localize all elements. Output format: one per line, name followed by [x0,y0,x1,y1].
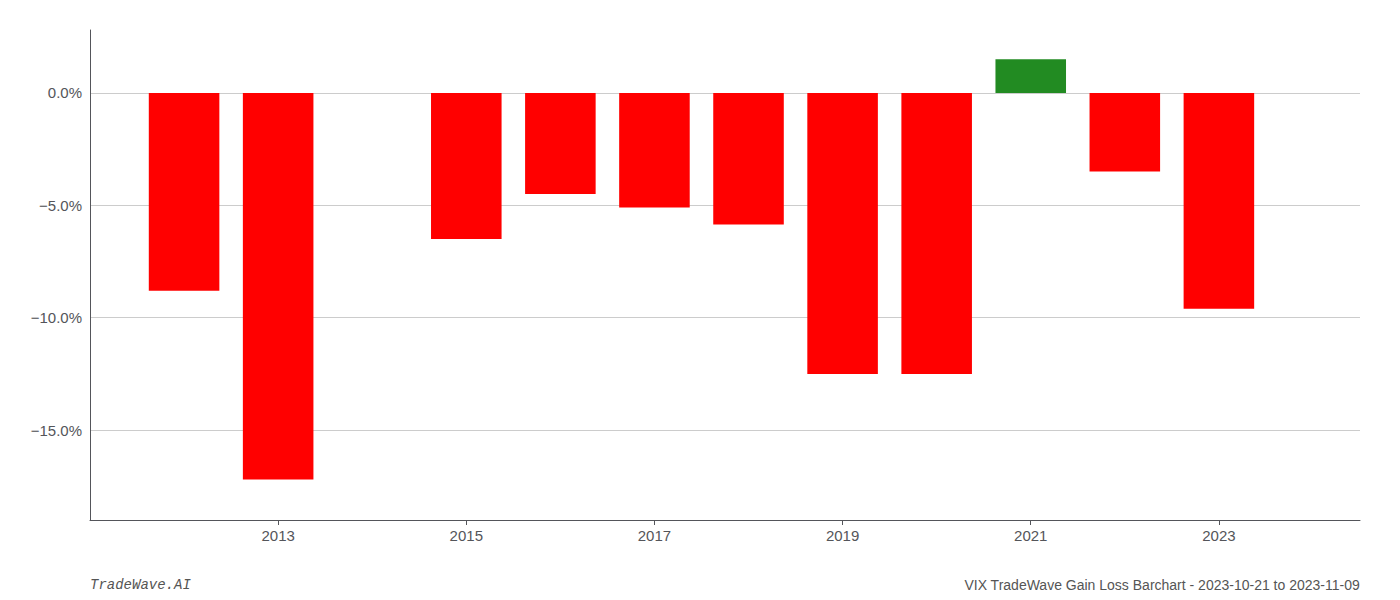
svg-text:0.0%: 0.0% [48,84,82,101]
svg-text:2021: 2021 [1014,527,1047,544]
svg-text:−15.0%: −15.0% [31,422,82,439]
svg-text:2013: 2013 [261,527,294,544]
svg-text:−5.0%: −5.0% [39,197,82,214]
svg-text:TradeWave.AI: TradeWave.AI [90,577,191,593]
svg-text:2019: 2019 [826,527,859,544]
svg-text:−10.0%: −10.0% [31,309,82,326]
svg-text:2015: 2015 [450,527,483,544]
svg-text:2023: 2023 [1202,527,1235,544]
svg-text:2017: 2017 [638,527,671,544]
svg-text:VIX TradeWave Gain Loss Barcha: VIX TradeWave Gain Loss Barchart - 2023-… [964,577,1360,593]
